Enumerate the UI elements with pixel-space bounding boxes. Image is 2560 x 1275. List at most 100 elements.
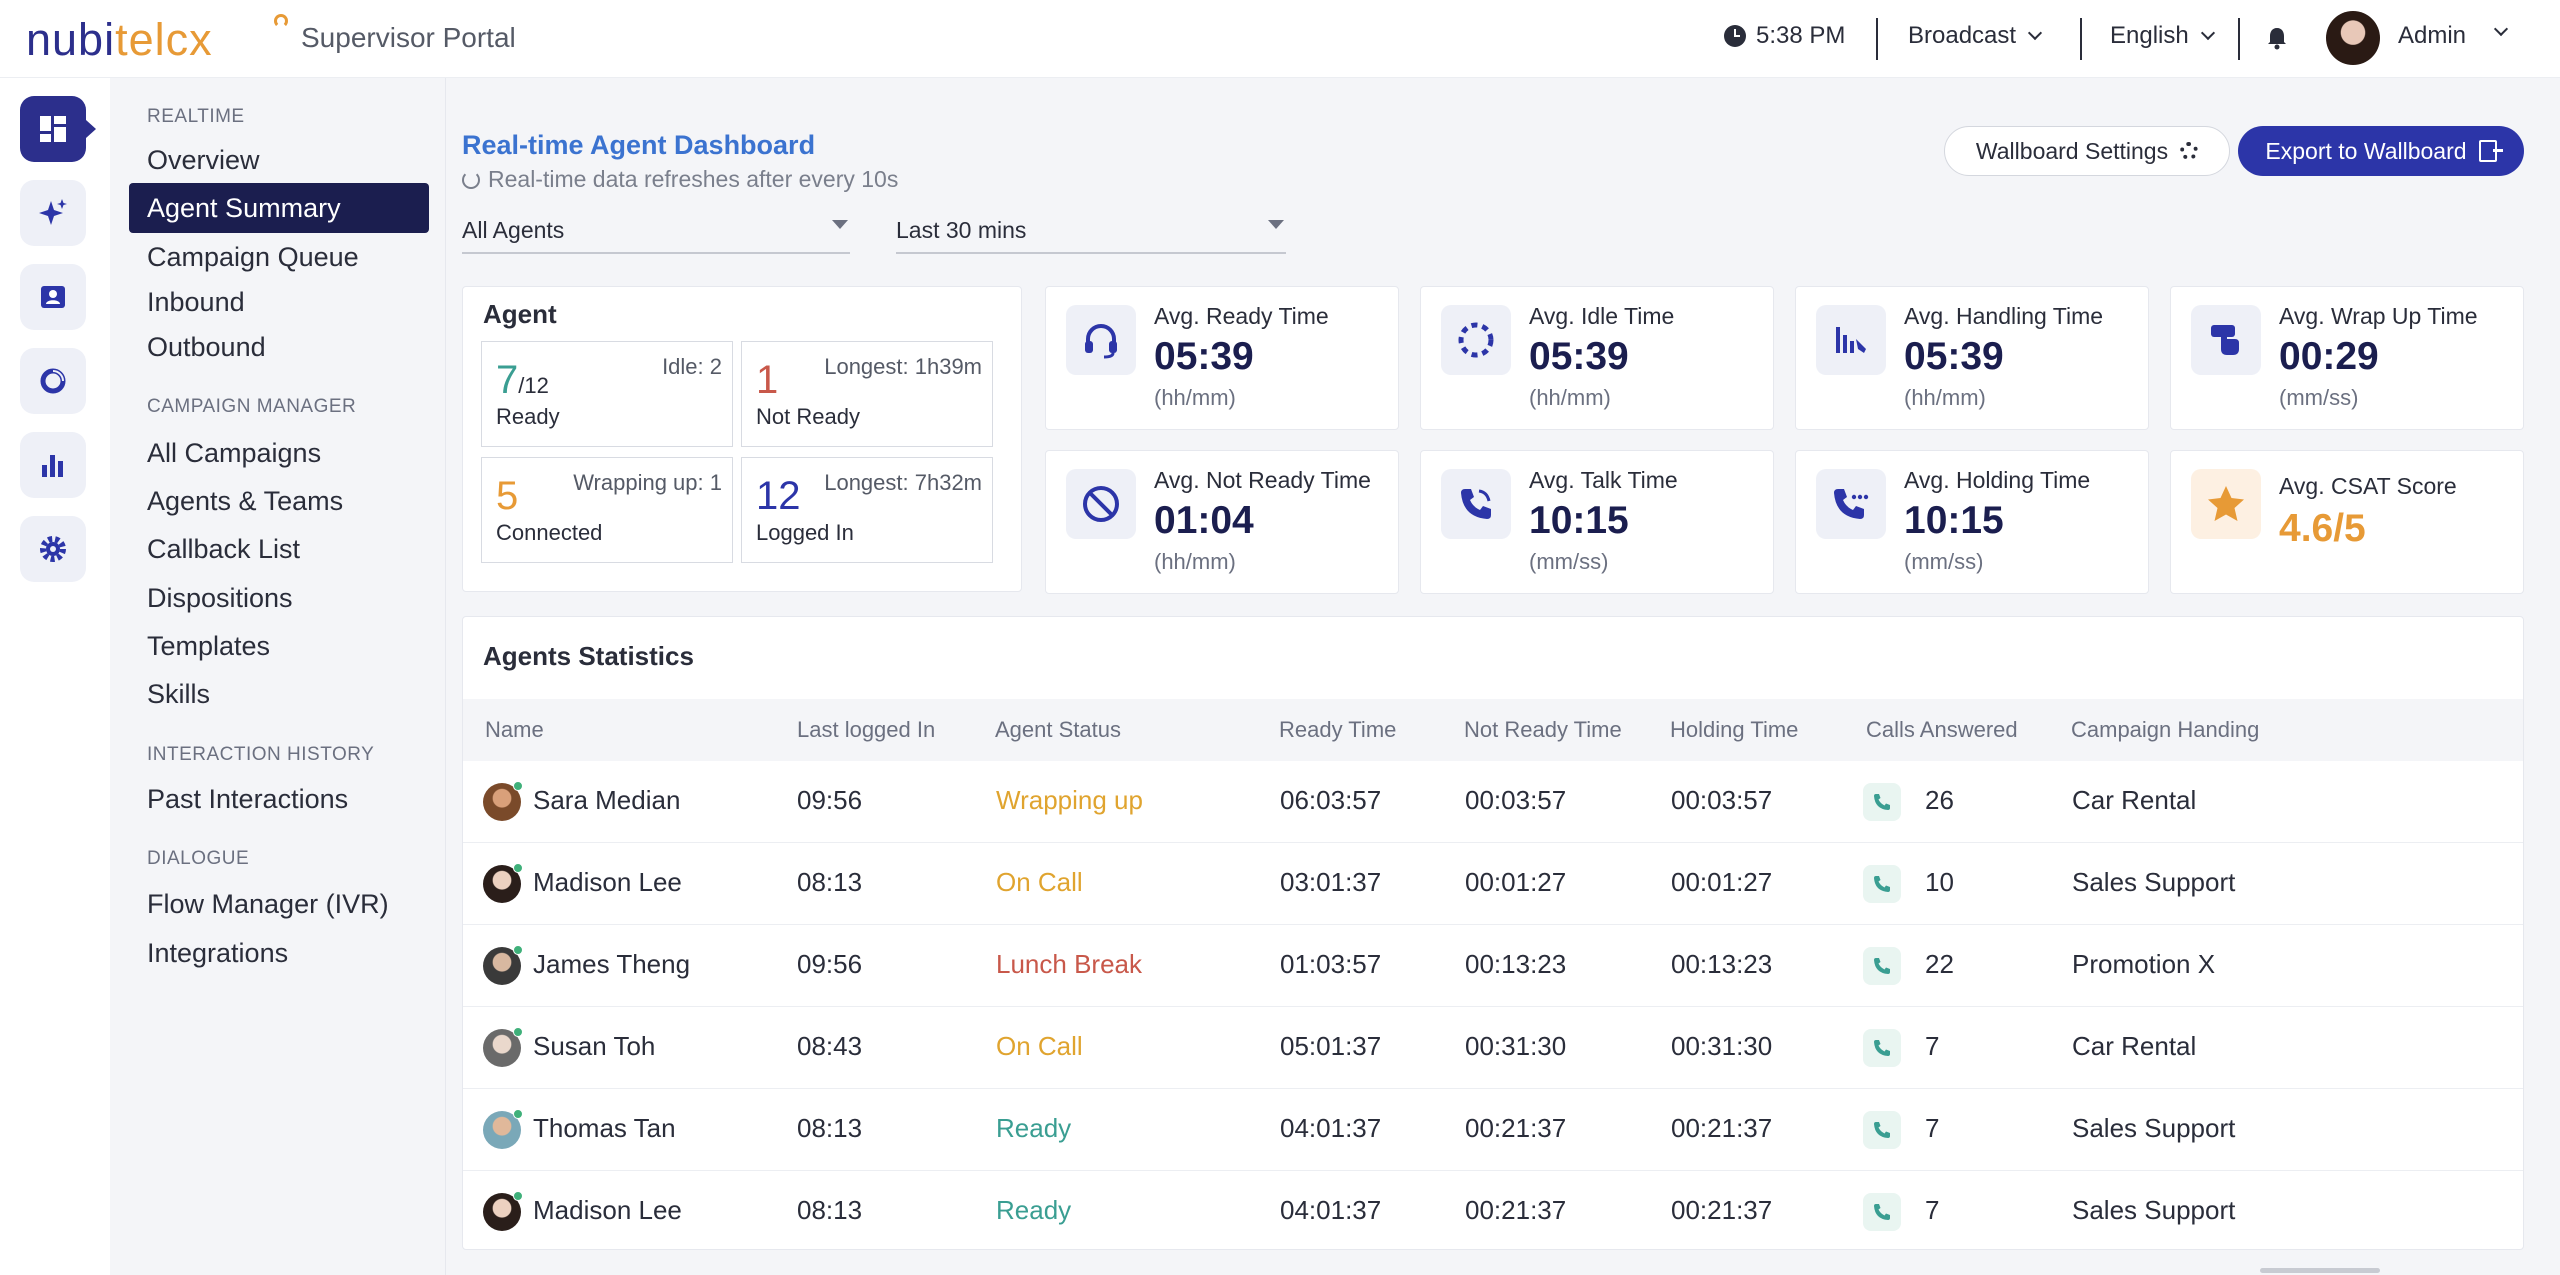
not-ready-longest: Longest: 1h39m [824,354,982,379]
online-status-dot [513,1109,523,1119]
connected-label: Connected [496,520,603,545]
refresh-icon [462,170,480,189]
last-logged-in: 08:13 [797,1113,863,1143]
column-header-ready-time[interactable]: Ready Time [1279,717,1397,742]
dashboard-icon[interactable] [20,96,96,162]
column-header-last-logged-in[interactable]: Last logged In [797,717,936,742]
headset-icon [1066,305,1136,375]
not-ready-time: 00:21:37 [1465,1113,1567,1143]
broadcast-label: Broadcast [1908,22,2017,49]
phone-icon [1863,865,1901,903]
donut-icon[interactable] [20,348,86,414]
column-header-campaign-handing[interactable]: Campaign Handing [2071,717,2260,742]
export-to-wallboard-button[interactable]: Export to Wallboard [2238,126,2524,176]
menu-item-flow-manager[interactable]: Flow Manager (IVR) [147,888,389,919]
table-row[interactable]: Madison Lee 08:13 Ready 04:01:37 00:21:3… [463,1171,2523,1253]
menu-item-overview[interactable]: Overview [147,144,260,175]
column-header-not-ready-time[interactable]: Not Ready Time [1464,717,1622,742]
divider [2080,18,2082,60]
holding-time: 00:03:57 [1671,785,1773,815]
not-ready-time: 00:13:23 [1465,949,1567,979]
portal-name: Supervisor Portal [301,22,516,53]
user-avatar[interactable] [2326,11,2380,65]
agent-name: James Theng [533,949,691,979]
brand-logo[interactable]: nubitelcx [26,12,288,66]
wrapping-up-count: Wrapping up: 1 [573,470,722,495]
metric-avg-idle-time: Avg. Idle Time 05:39 (hh/mm) [1420,286,1774,430]
menu-item-all-campaigns[interactable]: All Campaigns [147,437,322,468]
agent-name: Susan Toh [533,1031,656,1061]
holding-time: 00:13:23 [1671,949,1773,979]
column-header-name[interactable]: Name [485,717,544,742]
menu-item-callback-list[interactable]: Callback List [147,533,301,564]
menu-item-campaign-queue[interactable]: Campaign Queue [147,241,359,272]
language-label: English [2110,22,2189,49]
menu-section-realtime: REALTIME [147,106,245,127]
menu-item-dispositions[interactable]: Dispositions [147,582,293,613]
calls-answered: 7 [1925,1031,1940,1061]
agent-logged-in-cell[interactable]: 12 Logged In Longest: 7h32m [741,457,993,563]
logged-in-count: 12 [756,474,801,518]
metric-unit: (hh/mm) [1154,549,1236,574]
table-row[interactable]: Madison Lee 08:13 On Call 03:01:37 00:01… [463,843,2523,925]
column-header-holding-time[interactable]: Holding Time [1670,717,1799,742]
metric-label: Avg. Talk Time [1529,467,1678,493]
menu-item-agent-summary[interactable]: Agent Summary [129,183,429,233]
menu-item-past-interactions[interactable]: Past Interactions [147,783,349,814]
horizontal-scrollbar[interactable] [2260,1268,2380,1273]
menu-item-integrations[interactable]: Integrations [147,937,289,968]
hand-pointer-icon [2191,305,2261,375]
table-header: Name Last logged In Agent Status Ready T… [463,699,2523,761]
menu-item-outbound[interactable]: Outbound [147,331,266,362]
wallboard-settings-button[interactable]: Wallboard Settings [1944,126,2230,176]
agent-connected-cell[interactable]: 5 Connected Wrapping up: 1 [481,457,733,563]
table-row[interactable]: Susan Toh 08:43 On Call 05:01:37 00:31:3… [463,1007,2523,1089]
sparkle-icon[interactable] [20,180,86,246]
idle-count: Idle: 2 [662,354,722,379]
gear-icon[interactable] [20,516,86,582]
gear-icon [2180,142,2199,160]
menu-item-skills[interactable]: Skills [147,678,211,709]
period-filter-select[interactable]: Last 30 mins [896,208,1286,254]
phone-icon [1863,1193,1901,1231]
metric-value: 10:15 [1904,499,2004,542]
contact-card-icon[interactable] [20,264,86,330]
chevron-down-icon [2027,25,2043,41]
bell-icon[interactable] [2266,26,2288,50]
chevron-down-icon [2200,25,2215,41]
metric-avg-csat-score: Avg. CSAT Score 4.6/5 [2170,450,2524,594]
user-name[interactable]: Admin [2398,22,2467,49]
menu-item-templates[interactable]: Templates [147,630,271,661]
divider [1876,18,1878,60]
logo-signal-icon [274,14,288,28]
column-header-calls-answered[interactable]: Calls Answered [1866,717,2018,742]
agent-ready-cell[interactable]: 7/12 Ready Idle: 2 [481,341,733,447]
star-icon [2191,469,2261,539]
dropdown-arrow-icon [832,220,848,229]
broadcast-dropdown[interactable]: Broadcast [1908,22,2043,50]
chevron-down-icon[interactable] [2493,21,2509,37]
table-row[interactable]: Thomas Tan 08:13 Ready 04:01:37 00:21:37… [463,1089,2523,1171]
connected-count: 5 [496,474,519,518]
prohibited-icon [1066,469,1136,539]
column-header-agent-status[interactable]: Agent Status [995,717,1121,742]
agent-status: On Call [996,867,1083,897]
agents-filter-select[interactable]: All Agents [462,208,850,254]
metric-value: 05:39 [1529,335,1629,378]
menu-item-agents-teams[interactable]: Agents & Teams [147,485,344,516]
metric-value: 10:15 [1529,499,1629,542]
menu-item-inbound[interactable]: Inbound [147,286,245,317]
phone-talk-icon [1441,469,1511,539]
bar-chart-icon[interactable] [20,432,86,498]
refresh-note: Real-time data refreshes after every 10s [488,166,899,192]
calls-answered: 7 [1925,1195,1940,1225]
metric-value: 00:29 [2279,335,2379,378]
metric-value: 05:39 [1904,335,2004,378]
agent-not-ready-cell[interactable]: 1 Not Ready Longest: 1h39m [741,341,993,447]
table-row[interactable]: Sara Median 09:56 Wrapping up 06:03:57 0… [463,761,2523,843]
language-dropdown[interactable]: English [2110,22,2215,50]
ready-time: 01:03:57 [1280,949,1382,979]
table-row[interactable]: James Theng 09:56 Lunch Break 01:03:57 0… [463,925,2523,1007]
agent-name: Madison Lee [533,867,682,897]
logged-in-label: Logged In [756,520,854,545]
